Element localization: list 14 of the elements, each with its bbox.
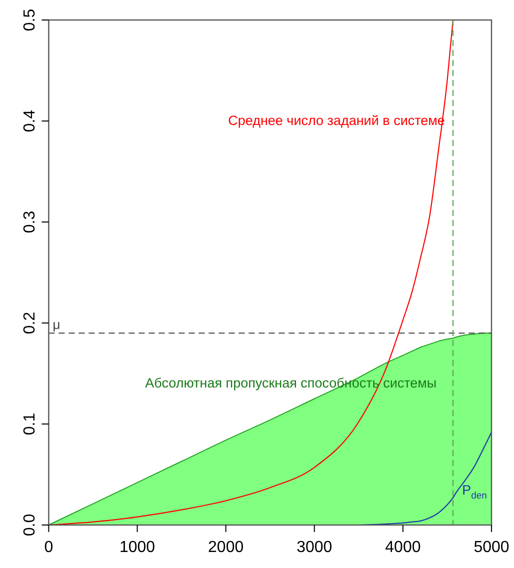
x-tick-label: 5000	[474, 539, 510, 556]
y-tick-label: 0.4	[22, 110, 39, 132]
y-tick-label: 0.2	[22, 312, 39, 334]
x-tick-label: 2000	[208, 539, 244, 556]
x-tick-label: 4000	[385, 539, 421, 556]
y-tick-label: 0.0	[22, 514, 39, 536]
y-tick-label: 0.3	[22, 210, 39, 234]
y-tick-label: 0.5	[22, 8, 39, 32]
x-tick-label: 1000	[119, 539, 156, 556]
x-tick-label: 0	[44, 539, 54, 556]
y-tick-label: 0.1	[22, 412, 39, 436]
ref-line-label: μ	[52, 317, 60, 332]
series-label: P$_{den}$	[462, 482, 487, 502]
x-tick-label: 3000	[296, 539, 332, 556]
